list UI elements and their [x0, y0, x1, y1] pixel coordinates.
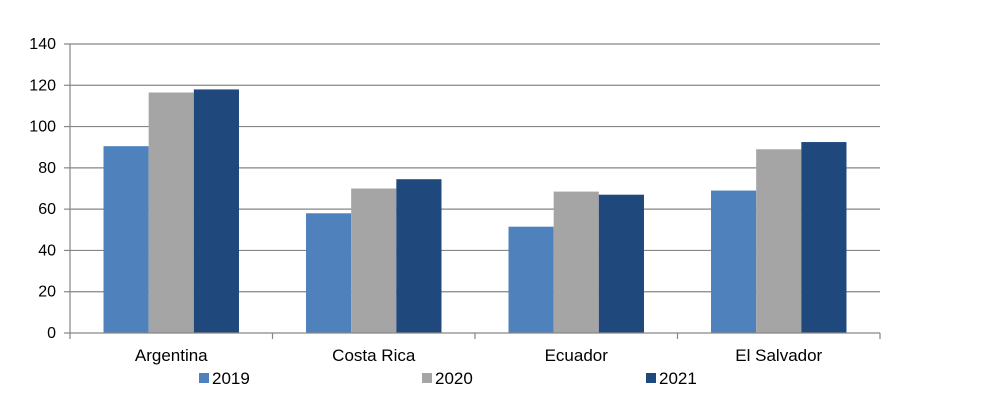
x-category-label: Costa Rica [332, 346, 416, 365]
legend-swatch [646, 373, 656, 383]
legend-label: 2020 [435, 369, 473, 388]
bar-2019-el-salvador [711, 190, 757, 333]
bar-2021-costa-rica [396, 179, 442, 333]
y-tick-label: 40 [38, 242, 56, 259]
y-tick-label: 60 [38, 201, 56, 218]
y-axis-ticks: 0 20 40 60 80 100 120 140 [29, 36, 70, 342]
y-tick-label: 0 [47, 325, 56, 342]
x-category-label: Argentina [135, 346, 208, 365]
bar-2021-argentina [193, 89, 239, 334]
y-tick-label: 80 [38, 160, 56, 177]
bar-2020-ecuador [553, 191, 599, 333]
legend-item: 2021 [646, 369, 697, 388]
bar-2020-argentina [148, 92, 194, 333]
bar-2019-ecuador [508, 226, 554, 333]
axes [69, 44, 881, 339]
legend: 2019 2020 2021 [199, 369, 697, 388]
legend-swatch [422, 373, 432, 383]
y-tick-label: 20 [38, 284, 56, 301]
bar-2019-argentina [103, 146, 149, 333]
y-tick-label: 120 [29, 77, 56, 94]
legend-label: 2019 [212, 369, 250, 388]
legend-label: 2021 [659, 369, 697, 388]
bar-2021-ecuador [598, 194, 644, 333]
legend-item: 2020 [422, 369, 473, 388]
x-axis-labels: Argentina Costa Rica Ecuador El Salvador [135, 346, 823, 365]
legend-swatch [199, 373, 209, 383]
bar-2020-costa-rica [351, 188, 397, 333]
y-tick-label: 140 [29, 36, 56, 53]
bar-2019-costa-rica [306, 213, 352, 333]
x-category-label: Ecuador [545, 346, 609, 365]
bars [103, 89, 847, 334]
y-tick-label: 100 [29, 119, 56, 136]
bar-2020-el-salvador [756, 149, 802, 333]
legend-item: 2019 [199, 369, 250, 388]
bar-2021-el-salvador [801, 142, 847, 333]
x-category-label: El Salvador [735, 346, 822, 365]
